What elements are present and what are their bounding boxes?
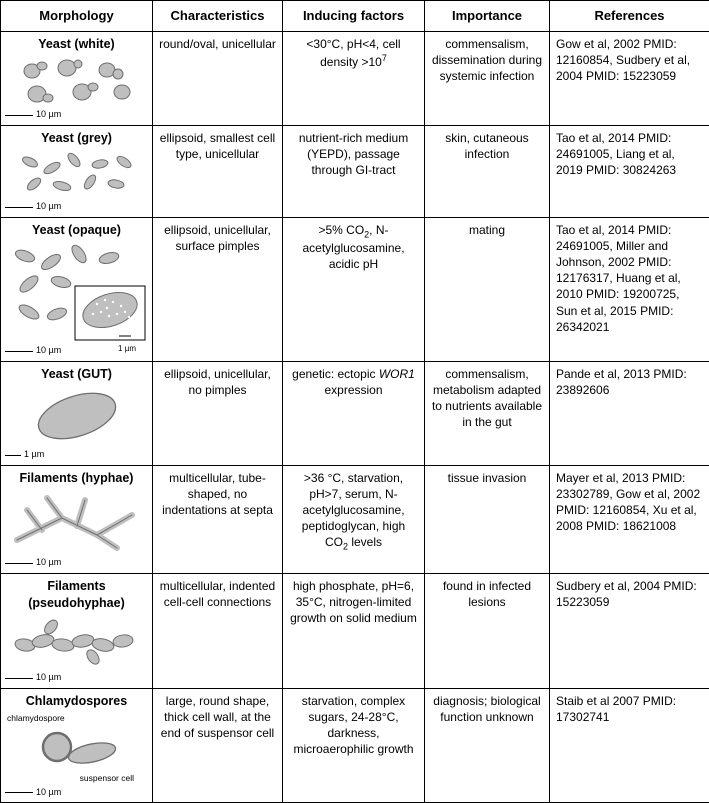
table-row: Yeast (white) 10 µm round/oval, unicellu… xyxy=(1,31,709,125)
importance: mating xyxy=(425,217,550,361)
yeast-grey-icon xyxy=(12,150,142,198)
scale-bar: 10 µm xyxy=(5,784,148,798)
scale-bar: 10 µm xyxy=(5,669,148,683)
header-row: Morphology Characteristics Inducing fact… xyxy=(1,1,709,32)
chlamydospore-icon xyxy=(7,725,147,773)
scale-bar: 10 µm xyxy=(5,554,148,568)
morph-cell-yeast-white: Yeast (white) 10 µm xyxy=(1,31,153,125)
header-morphology: Morphology xyxy=(1,1,153,32)
morphology-table: Morphology Characteristics Inducing fact… xyxy=(0,0,709,803)
morph-cell-yeast-gut: Yeast (GUT) 1 µm xyxy=(1,361,153,465)
table-row: Filaments (pseudohyphae) 10 µm mult xyxy=(1,573,709,688)
inducing: >5% CO2, N-acetylglucosamine, acidic pH xyxy=(283,217,425,361)
morph-cell-yeast-opaque: Yeast (opaque) xyxy=(1,217,153,361)
table-row: Yeast (opaque) xyxy=(1,217,709,361)
references: Sudbery et al, 2004 PMID: 15223059 xyxy=(550,573,709,688)
morph-cell-chlamydospores: Chlamydospores chlamydospore suspensor c… xyxy=(1,688,153,803)
table-row: Chlamydospores chlamydospore suspensor c… xyxy=(1,688,709,803)
characteristics: ellipsoid, unicellular, no pimples xyxy=(153,361,283,465)
inducing: nutrient-rich medium (YEPD), passage thr… xyxy=(283,125,425,217)
yeast-white-icon xyxy=(12,56,142,106)
scale-bar: 10 µm xyxy=(5,198,148,212)
yeast-gut-icon xyxy=(17,386,137,446)
table-row: Filaments (hyphae) xyxy=(1,465,709,573)
hyphae-icon xyxy=(7,490,147,554)
characteristics: multicellular, tube-shaped, no indentati… xyxy=(153,465,283,573)
morph-cell-pseudohyphae: Filaments (pseudohyphae) 10 µm xyxy=(1,573,153,688)
morph-title: Chlamydospores xyxy=(5,693,148,710)
characteristics: large, round shape, thick cell wall, at … xyxy=(153,688,283,803)
chlamydospore-label: chlamydospore xyxy=(7,713,148,724)
characteristics: multicellular, indented cell-cell connec… xyxy=(153,573,283,688)
table-row: Yeast (GUT) 1 µm ellipsoid, unicellular,… xyxy=(1,361,709,465)
references: Staib et al 2007 PMID: 17302741 xyxy=(550,688,709,803)
inducing: genetic: ectopic WOR1 expression xyxy=(283,361,425,465)
morph-title: Yeast (opaque) xyxy=(5,222,148,239)
importance: skin, cutaneous infection xyxy=(425,125,550,217)
scale-bar: 1 µm xyxy=(5,446,148,460)
morph-title: Filaments (pseudohyphae) xyxy=(5,578,148,612)
table-row: Yeast (grey) 10 µm ell xyxy=(1,125,709,217)
references: Tao et al, 2014 PMID: 24691005, Miller a… xyxy=(550,217,709,361)
inducing: >36 °C, starvation, pH>7, serum, N-acety… xyxy=(283,465,425,573)
yeast-opaque-icon xyxy=(7,242,147,342)
morph-title: Filaments (hyphae) xyxy=(5,470,148,487)
characteristics: round/oval, unicellular xyxy=(153,31,283,125)
importance: tissue invasion xyxy=(425,465,550,573)
pseudohyphae-icon xyxy=(7,615,147,669)
morph-title: Yeast (grey) xyxy=(5,130,148,147)
references: Pande et al, 2013 PMID: 23892606 xyxy=(550,361,709,465)
characteristics: ellipsoid, unicellular, surface pimples xyxy=(153,217,283,361)
importance: commensalism, metabolism adapted to nutr… xyxy=(425,361,550,465)
references: Mayer et al, 2013 PMID: 23302789, Gow et… xyxy=(550,465,709,573)
importance: commensalism, dissemination during syste… xyxy=(425,31,550,125)
suspensor-label: suspensor cell xyxy=(5,773,134,784)
characteristics: ellipsoid, smallest cell type, unicellul… xyxy=(153,125,283,217)
morph-cell-hyphae: Filaments (hyphae) xyxy=(1,465,153,573)
inducing: high phosphate, pH=6, 35°C, nitrogen-lim… xyxy=(283,573,425,688)
header-inducing: Inducing factors xyxy=(283,1,425,32)
header-importance: Importance xyxy=(425,1,550,32)
scale-bar: 10 µm xyxy=(5,106,148,120)
morph-title: Yeast (GUT) xyxy=(5,366,148,383)
inducing: <30°C, pH<4, cell density >107 xyxy=(283,31,425,125)
scale-bar: 10 µm 1 µm xyxy=(5,342,148,356)
importance: found in infected lesions xyxy=(425,573,550,688)
morph-title: Yeast (white) xyxy=(5,36,148,53)
references: Tao et al, 2014 PMID: 24691005, Liang et… xyxy=(550,125,709,217)
morph-cell-yeast-grey: Yeast (grey) 10 µm xyxy=(1,125,153,217)
references: Gow et al, 2002 PMID: 12160854, Sudbery … xyxy=(550,31,709,125)
inducing: starvation, complex sugars, 24-28°C, dar… xyxy=(283,688,425,803)
header-characteristics: Characteristics xyxy=(153,1,283,32)
importance: diagnosis; biological function unknown xyxy=(425,688,550,803)
header-references: References xyxy=(550,1,709,32)
